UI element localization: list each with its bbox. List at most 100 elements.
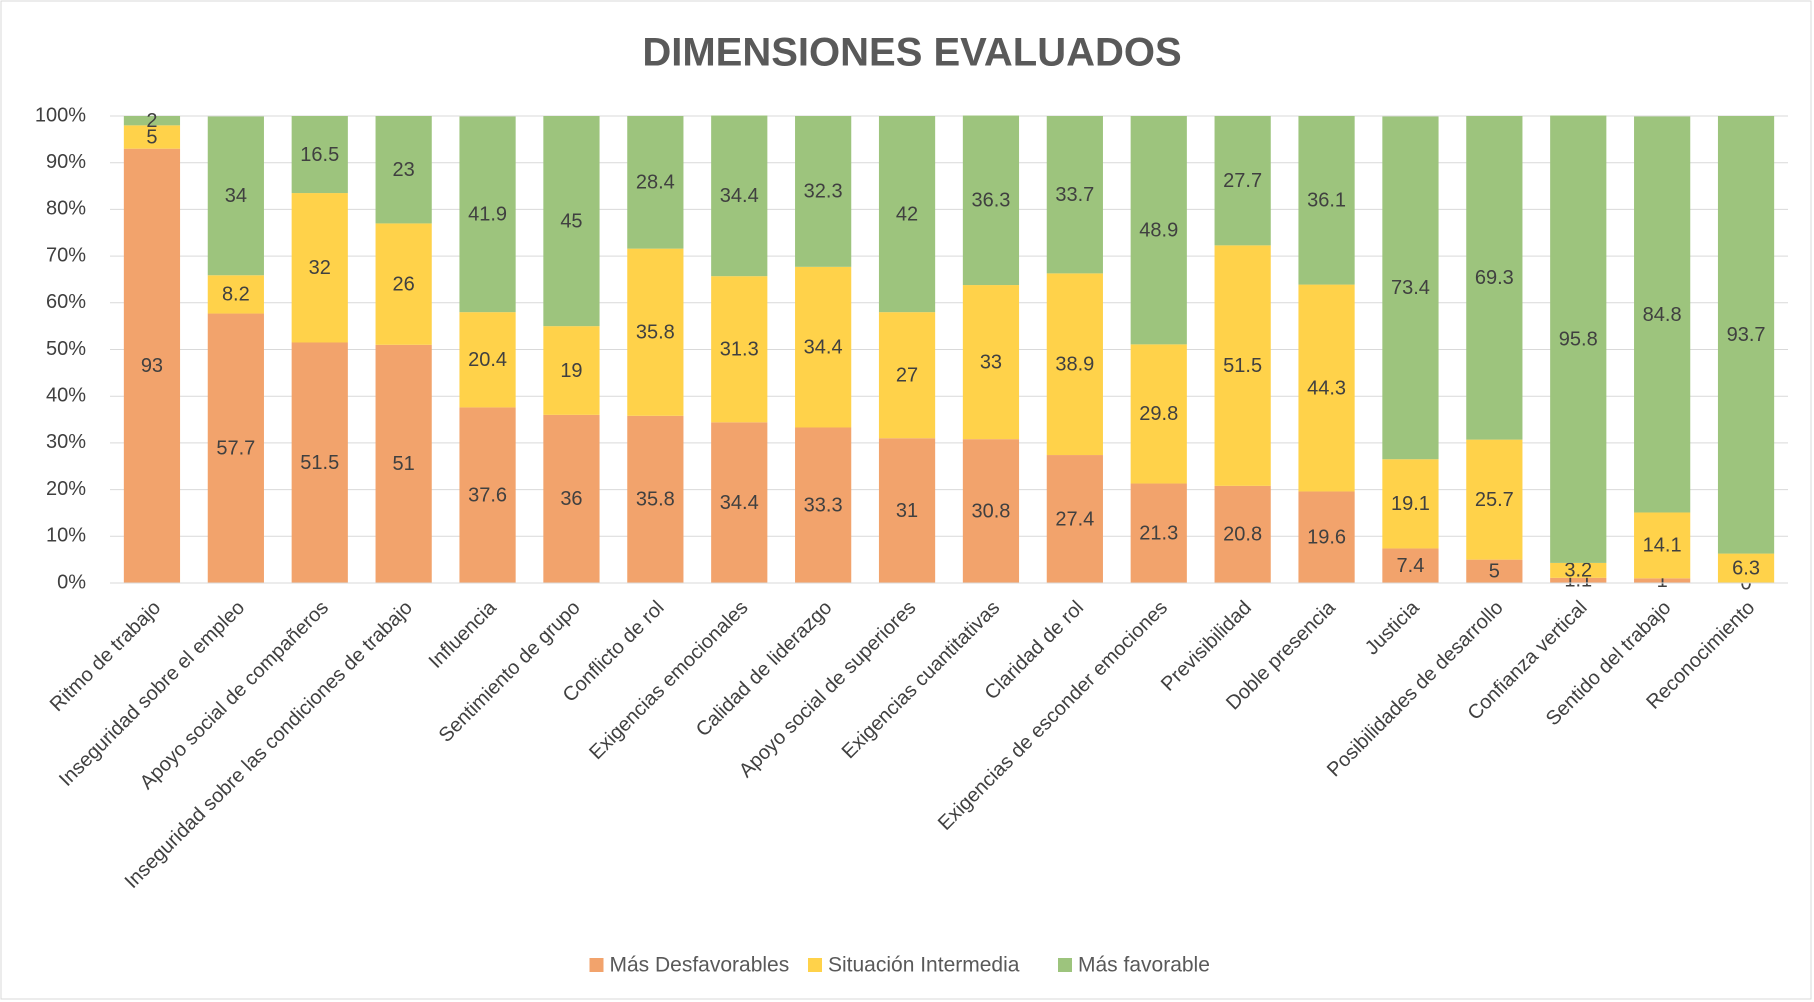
bar-segment (962, 115, 1020, 286)
data-label: 32.3 (804, 181, 843, 203)
bar-segment (711, 115, 768, 277)
y-tick-label: 60% (46, 291, 86, 313)
data-label: 35.8 (636, 322, 675, 344)
data-label: 45 (560, 210, 582, 232)
legend-swatch (808, 958, 822, 972)
legend-swatch (589, 958, 604, 972)
bar-segment (291, 193, 348, 343)
data-label: 19.1 (1391, 493, 1430, 515)
bar-segment (543, 116, 600, 327)
bar-segment (878, 312, 936, 439)
bar-segment (123, 148, 181, 583)
bar-segment (1298, 491, 1355, 583)
data-label: 3.2 (1564, 560, 1592, 582)
bar-segment (207, 275, 264, 314)
data-label: 2 (146, 110, 157, 132)
data-label: 69.3 (1475, 267, 1514, 289)
bar-segment (1550, 562, 1607, 578)
data-label: 57.7 (216, 438, 255, 460)
bar-segment (291, 342, 348, 583)
data-label: 84.8 (1643, 304, 1682, 326)
y-tick-label: 100% (35, 104, 86, 126)
bar-segment (795, 116, 852, 267)
data-label: 1 (1657, 570, 1668, 592)
bar-segment (1717, 553, 1775, 583)
bar-segment (123, 116, 181, 126)
data-label: 5 (146, 126, 157, 148)
data-label: 41.9 (468, 204, 507, 226)
data-label: 6.3 (1732, 558, 1760, 580)
bar-segment (795, 266, 852, 428)
bar-segment (795, 427, 852, 583)
data-label: 36.1 (1307, 190, 1346, 212)
bar-segment (878, 438, 936, 583)
y-tick-label: 10% (46, 525, 86, 547)
data-label: 73.4 (1391, 277, 1430, 299)
bar-segment (1130, 344, 1187, 484)
data-label: 20.8 (1223, 524, 1262, 546)
data-label: 34.4 (720, 185, 759, 207)
data-label: 25.7 (1475, 489, 1514, 511)
data-label: 19.6 (1307, 527, 1346, 549)
legend-swatch (1058, 958, 1072, 972)
y-tick-label: 40% (46, 384, 86, 406)
bar-segment (1550, 577, 1607, 583)
bar-segment (962, 285, 1020, 440)
data-label: 36 (560, 488, 582, 510)
bar-segment (1634, 116, 1691, 513)
data-label: 33.7 (1055, 184, 1094, 206)
data-label: 36.3 (971, 190, 1010, 212)
data-label: 29.8 (1139, 403, 1178, 425)
legend-label: Más Desfavorables (610, 954, 790, 977)
legend-label: Situación Intermedia (828, 954, 1020, 977)
bar-segment (1382, 459, 1439, 549)
data-label: 21.3 (1139, 523, 1178, 545)
data-label: 20.4 (468, 349, 507, 371)
bar-segment (123, 125, 181, 149)
bar-segment (1214, 245, 1271, 486)
bar-segment (375, 223, 432, 345)
y-tick-label: 20% (46, 478, 86, 500)
data-label: 44.3 (1307, 377, 1346, 399)
data-label: 37.6 (468, 484, 507, 506)
data-label: 48.9 (1139, 219, 1178, 241)
bar-segment (1550, 115, 1607, 563)
bar-segment (627, 116, 684, 249)
bar-segment (711, 276, 768, 423)
y-tick-label: 90% (46, 151, 86, 173)
bar-segment (291, 116, 348, 194)
bar-segment (459, 407, 516, 583)
data-label: 34.4 (804, 336, 843, 358)
bar-segment (207, 116, 264, 276)
bar-segment (1466, 559, 1523, 583)
y-tick-label: 50% (46, 338, 86, 360)
bar-segment (627, 415, 684, 583)
y-tick-label: 80% (46, 198, 86, 220)
bar-segment (1130, 483, 1187, 583)
y-tick-label: 70% (46, 244, 86, 266)
data-label: 14.1 (1643, 535, 1682, 557)
bar-segment (1634, 512, 1691, 579)
bar-segment (1382, 116, 1439, 460)
bar-segment (375, 344, 432, 583)
data-label: 5 (1489, 561, 1500, 583)
data-label: 30.8 (971, 500, 1010, 522)
data-label: 93 (141, 355, 163, 377)
chart-title: DIMENSIONES EVALUADOS (642, 31, 1181, 75)
data-label: 93.7 (1727, 324, 1766, 346)
bar-segment (1046, 273, 1103, 456)
bar-segment (1717, 116, 1775, 554)
data-label: 38.9 (1055, 353, 1094, 375)
bar-segment (459, 116, 516, 313)
data-label: 33.3 (804, 495, 843, 517)
bar-segment (543, 326, 600, 415)
bar-segment (1298, 116, 1355, 285)
bar-segment (878, 116, 936, 313)
data-label: 26 (393, 273, 415, 295)
bar-segment (1634, 578, 1691, 583)
data-label: 23 (393, 159, 415, 181)
y-tick-label: 0% (57, 571, 86, 593)
bar-segment (459, 312, 516, 408)
legend-label: Más favorable (1078, 954, 1210, 977)
data-label: 51.5 (300, 452, 339, 474)
